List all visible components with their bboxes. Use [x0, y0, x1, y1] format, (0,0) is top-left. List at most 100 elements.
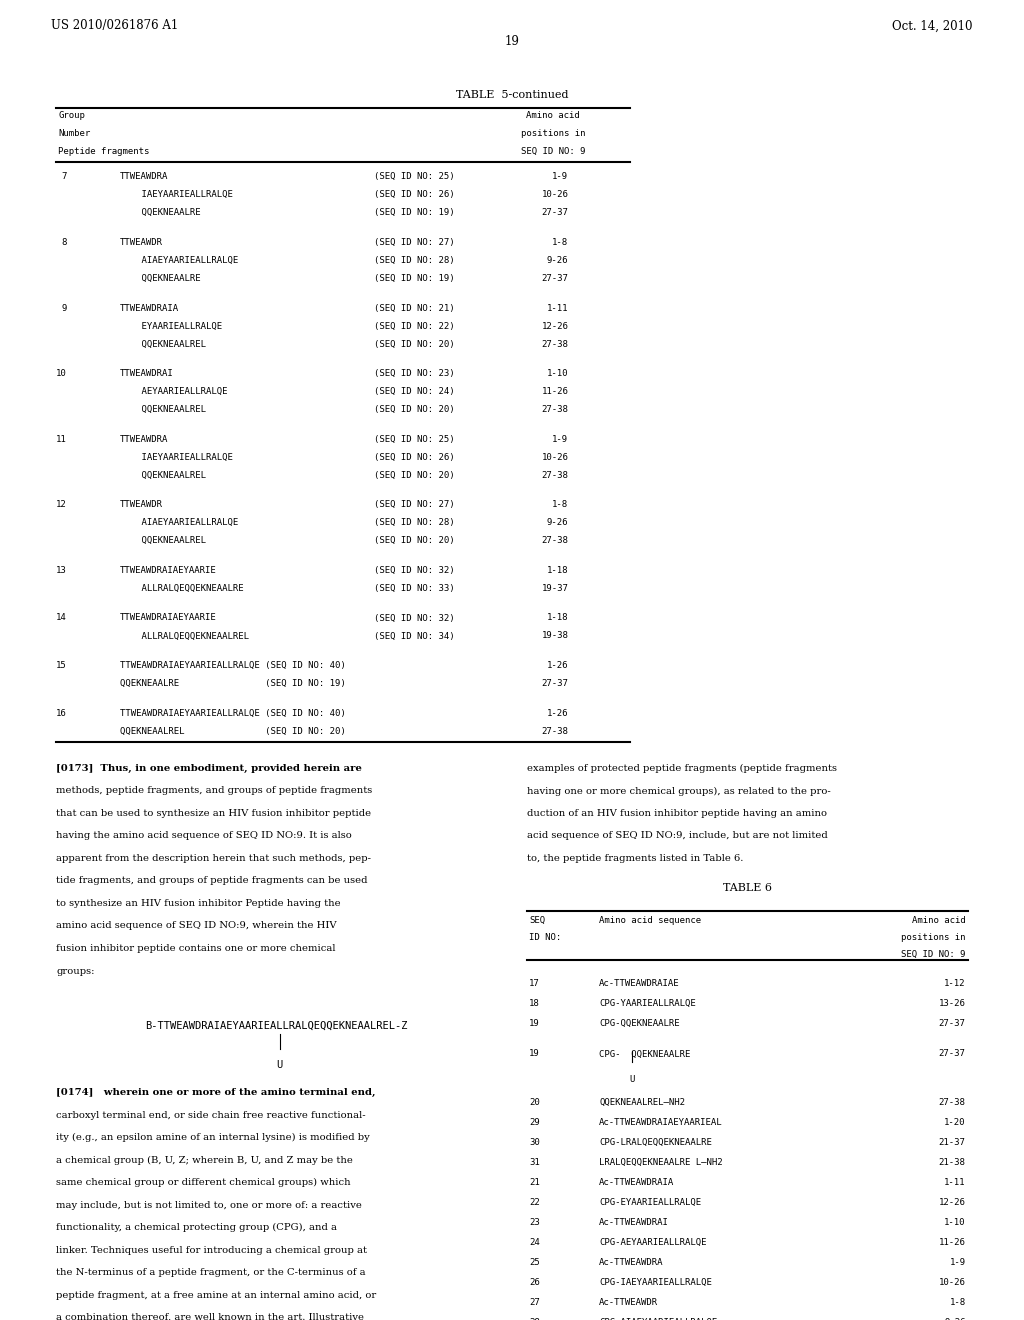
Text: Ac-TTWEAWDR: Ac-TTWEAWDR — [599, 1298, 658, 1307]
Text: (SEQ ID NO: 32): (SEQ ID NO: 32) — [374, 614, 455, 623]
Text: QQEKNEAALREL: QQEKNEAALREL — [120, 536, 206, 545]
Text: (SEQ ID NO: 27): (SEQ ID NO: 27) — [374, 500, 455, 510]
Text: 11-26: 11-26 — [939, 1238, 966, 1247]
Text: 1-10: 1-10 — [944, 1218, 966, 1226]
Text: 27: 27 — [529, 1298, 540, 1307]
Text: 12-26: 12-26 — [939, 1199, 966, 1206]
Text: TTWEAWDRAIAEYAARIE: TTWEAWDRAIAEYAARIE — [120, 614, 216, 623]
Text: ALLRALQEQQEKNEAALREL: ALLRALQEQQEKNEAALREL — [120, 631, 249, 640]
Text: 9-26: 9-26 — [944, 1317, 966, 1320]
Text: 27-38: 27-38 — [542, 726, 568, 735]
Text: 19-37: 19-37 — [542, 583, 568, 593]
Text: (SEQ ID NO: 22): (SEQ ID NO: 22) — [374, 322, 455, 330]
Text: TTWEAWDRA: TTWEAWDRA — [120, 173, 168, 181]
Text: 1-11: 1-11 — [547, 304, 568, 313]
Text: a chemical group (B, U, Z; wherein B, U, and Z may be the: a chemical group (B, U, Z; wherein B, U,… — [56, 1155, 353, 1164]
Text: 1-12: 1-12 — [944, 979, 966, 989]
Text: 1-20: 1-20 — [944, 1118, 966, 1127]
Text: QQEKNEAALREL               (SEQ ID NO: 20): QQEKNEAALREL (SEQ ID NO: 20) — [120, 726, 345, 735]
Text: 16: 16 — [56, 709, 67, 718]
Text: TTWEAWDRA: TTWEAWDRA — [120, 434, 168, 444]
Text: 11-26: 11-26 — [542, 387, 568, 396]
Text: TTWEAWDR: TTWEAWDR — [120, 500, 163, 510]
Text: TTWEAWDRAIAEYAARIEALLRALQE (SEQ ID NO: 40): TTWEAWDRAIAEYAARIEALLRALQE (SEQ ID NO: 4… — [120, 709, 345, 718]
Text: 1-26: 1-26 — [547, 709, 568, 718]
Text: 23: 23 — [529, 1218, 540, 1226]
Text: (SEQ ID NO: 28): (SEQ ID NO: 28) — [374, 519, 455, 527]
Text: TTWEAWDRAI: TTWEAWDRAI — [120, 370, 173, 378]
Text: 10: 10 — [56, 370, 67, 378]
Text: TABLE 6: TABLE 6 — [723, 883, 772, 892]
Text: (SEQ ID NO: 34): (SEQ ID NO: 34) — [374, 631, 455, 640]
Text: (SEQ ID NO: 20): (SEQ ID NO: 20) — [374, 471, 455, 479]
Text: 28: 28 — [529, 1317, 540, 1320]
Text: Ac-TTWEAWDRA: Ac-TTWEAWDRA — [599, 1258, 664, 1267]
Text: Ac-TTWEAWDRAIA: Ac-TTWEAWDRAIA — [599, 1177, 674, 1187]
Text: 10-26: 10-26 — [542, 190, 568, 199]
Text: 27-37: 27-37 — [542, 678, 568, 688]
Text: CPG-QQEKNEAALRE: CPG-QQEKNEAALRE — [599, 1019, 680, 1028]
Text: 27-37: 27-37 — [542, 275, 568, 282]
Text: duction of an HIV fusion inhibitor peptide having an amino: duction of an HIV fusion inhibitor pepti… — [527, 809, 827, 818]
Text: Group: Group — [58, 111, 85, 120]
Text: peptide fragment, at a free amine at an internal amino acid, or: peptide fragment, at a free amine at an … — [56, 1291, 377, 1300]
Text: 7: 7 — [61, 173, 67, 181]
Text: QQEKNEAALREL: QQEKNEAALREL — [120, 471, 206, 479]
Text: ALLRALQEQQEKNEAALRE: ALLRALQEQQEKNEAALRE — [120, 583, 244, 593]
Text: QQEKNEAALREL: QQEKNEAALREL — [120, 405, 206, 414]
Text: having one or more chemical groups), as related to the pro-: having one or more chemical groups), as … — [527, 787, 831, 796]
Text: functionality, a chemical protecting group (CPG), and a: functionality, a chemical protecting gro… — [56, 1224, 337, 1232]
Text: 27-38: 27-38 — [542, 536, 568, 545]
Text: 27-37: 27-37 — [542, 209, 568, 218]
Text: apparent from the description herein that such methods, pep-: apparent from the description herein tha… — [56, 854, 372, 863]
Text: ID NO:: ID NO: — [529, 933, 561, 942]
Text: 10-26: 10-26 — [542, 453, 568, 462]
Text: a combination thereof, are well known in the art. Illustrative: a combination thereof, are well known in… — [56, 1313, 365, 1320]
Text: [0174]   wherein one or more of the amino terminal end,: [0174] wherein one or more of the amino … — [56, 1088, 376, 1097]
Text: 25: 25 — [529, 1258, 540, 1267]
Text: (SEQ ID NO: 27): (SEQ ID NO: 27) — [374, 238, 455, 247]
Text: 29: 29 — [529, 1118, 540, 1127]
Text: TABLE  5-continued: TABLE 5-continued — [456, 90, 568, 100]
Text: 31: 31 — [529, 1158, 540, 1167]
Text: EYAARIEALLRALQE: EYAARIEALLRALQE — [120, 322, 222, 330]
Text: 1-8: 1-8 — [949, 1298, 966, 1307]
Text: (SEQ ID NO: 33): (SEQ ID NO: 33) — [374, 583, 455, 593]
Text: having the amino acid sequence of SEQ ID NO:9. It is also: having the amino acid sequence of SEQ ID… — [56, 832, 352, 841]
Text: 19: 19 — [529, 1019, 540, 1028]
Text: 1-18: 1-18 — [547, 566, 568, 576]
Text: CPG-IAEYAARIEALLRALQE: CPG-IAEYAARIEALLRALQE — [599, 1278, 712, 1287]
Text: QQEKNEAALREL: QQEKNEAALREL — [120, 339, 206, 348]
Text: 1-9: 1-9 — [552, 434, 568, 444]
Text: B-TTWEAWDRAIAEYAARIEALLRALQEQQEKNEAALREL-Z: B-TTWEAWDRAIAEYAARIEALLRALQEQQEKNEAALREL… — [145, 1022, 408, 1031]
Text: 1-8: 1-8 — [552, 500, 568, 510]
Text: 18: 18 — [529, 999, 540, 1008]
Text: 1-9: 1-9 — [949, 1258, 966, 1267]
Text: 22: 22 — [529, 1199, 540, 1206]
Text: tide fragments, and groups of peptide fragments can be used: tide fragments, and groups of peptide fr… — [56, 876, 368, 886]
Text: 14: 14 — [56, 614, 67, 623]
Text: 21-37: 21-37 — [939, 1138, 966, 1147]
Text: methods, peptide fragments, and groups of peptide fragments: methods, peptide fragments, and groups o… — [56, 787, 373, 796]
Text: 9: 9 — [61, 304, 67, 313]
Text: SEQ ID NO: 9: SEQ ID NO: 9 — [901, 950, 966, 958]
Text: CPG-  QQEKNEAALRE: CPG- QQEKNEAALRE — [599, 1049, 690, 1059]
Text: CPG-EYAARIEALLRALQE: CPG-EYAARIEALLRALQE — [599, 1199, 701, 1206]
Text: Peptide fragments: Peptide fragments — [58, 147, 150, 156]
Text: 9-26: 9-26 — [547, 519, 568, 527]
Text: 9-26: 9-26 — [547, 256, 568, 265]
Text: [0173]  Thus, in one embodiment, provided herein are: [0173] Thus, in one embodiment, provided… — [56, 764, 362, 774]
Text: positions in: positions in — [521, 128, 585, 137]
Text: QQEKNEAALRE: QQEKNEAALRE — [120, 275, 201, 282]
Text: 27-37: 27-37 — [939, 1019, 966, 1028]
Text: Amino acid: Amino acid — [526, 111, 580, 120]
Text: 26: 26 — [529, 1278, 540, 1287]
Text: Oct. 14, 2010: Oct. 14, 2010 — [892, 20, 973, 32]
Text: (SEQ ID NO: 28): (SEQ ID NO: 28) — [374, 256, 455, 265]
Text: (SEQ ID NO: 19): (SEQ ID NO: 19) — [374, 209, 455, 218]
Text: TTWEAWDRAIAEYAARIEALLRALQE (SEQ ID NO: 40): TTWEAWDRAIAEYAARIEALLRALQE (SEQ ID NO: 4… — [120, 661, 345, 671]
Text: to synthesize an HIV fusion inhibitor Peptide having the: to synthesize an HIV fusion inhibitor Pe… — [56, 899, 341, 908]
Text: may include, but is not limited to, one or more of: a reactive: may include, but is not limited to, one … — [56, 1201, 362, 1209]
Text: to, the peptide fragments listed in Table 6.: to, the peptide fragments listed in Tabl… — [527, 854, 743, 863]
Text: 17: 17 — [529, 979, 540, 989]
